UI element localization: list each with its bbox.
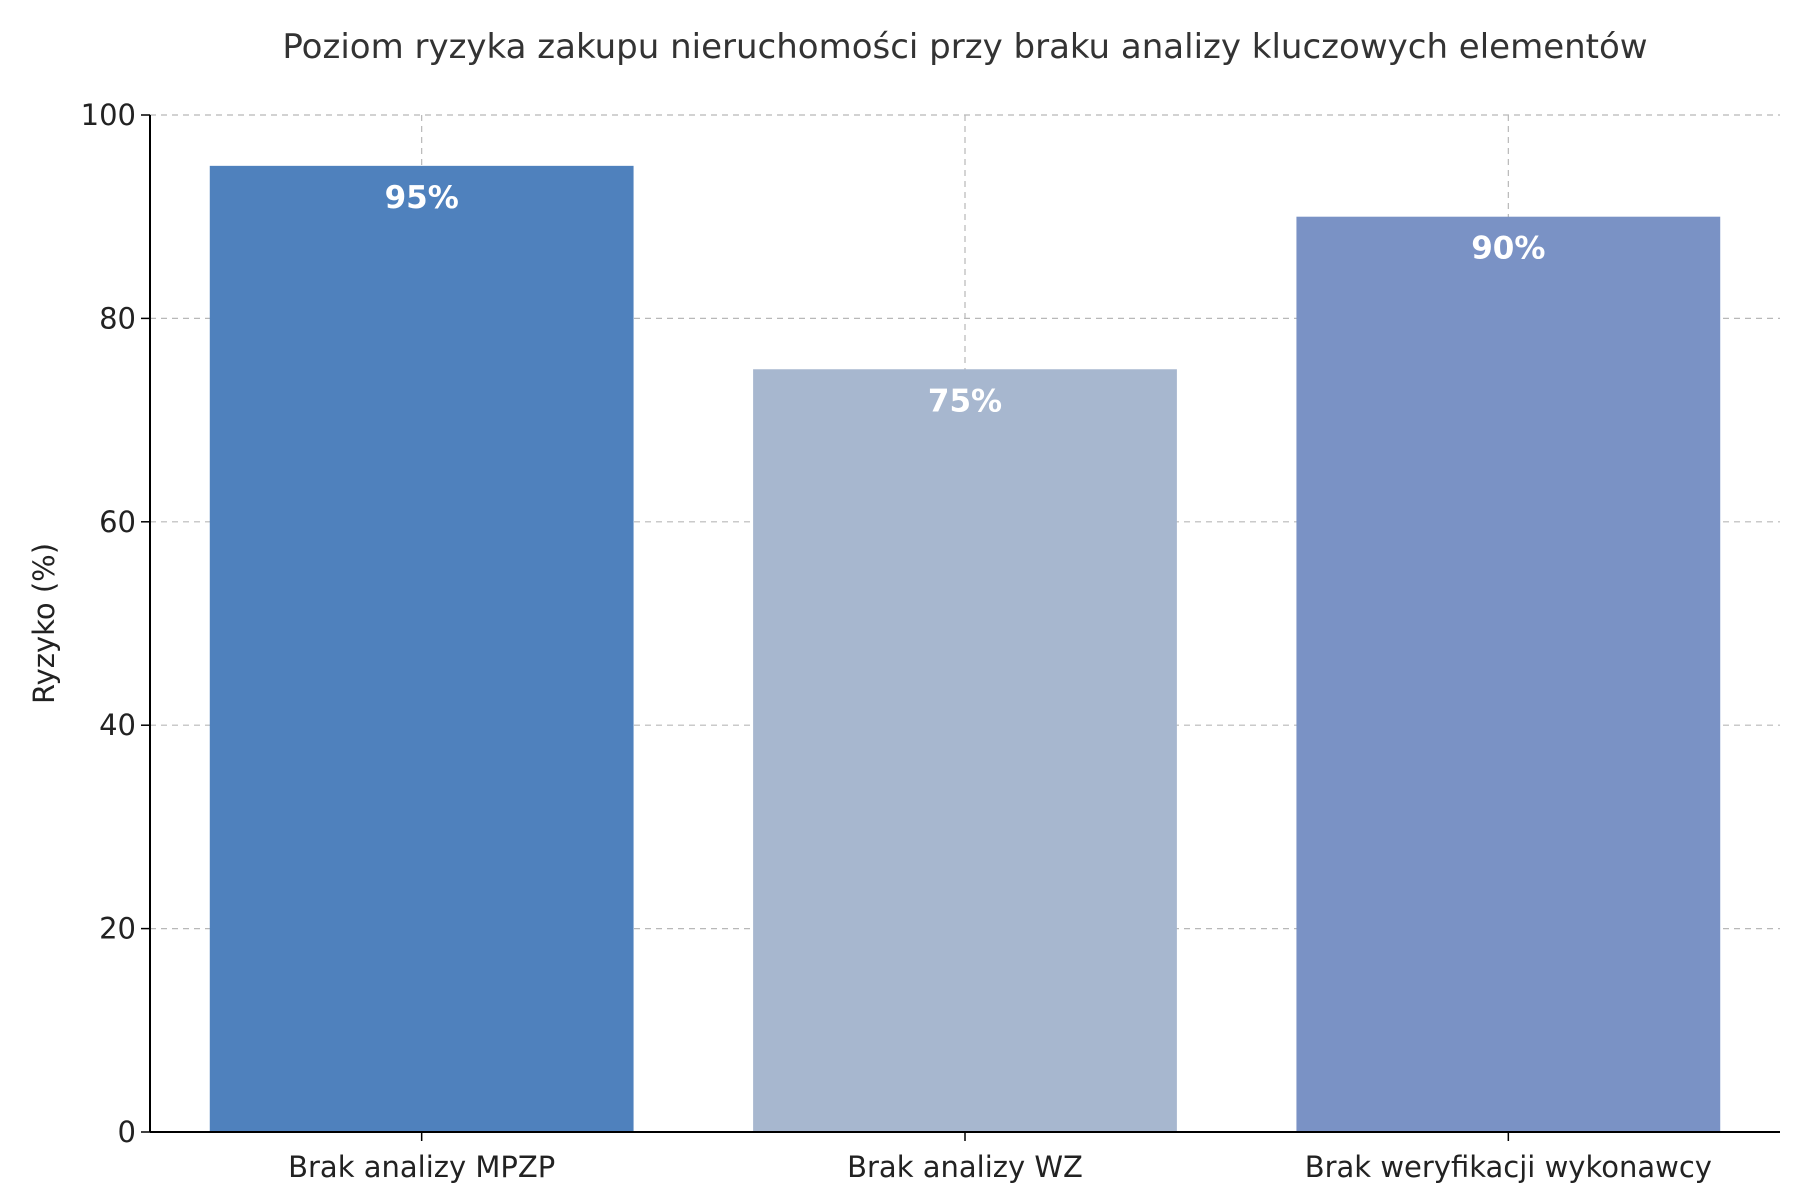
bar-3 bbox=[1296, 216, 1721, 1132]
x-axis-ticks: Brak analizy MPZP Brak analizy WZ Brak wer… bbox=[288, 1132, 1712, 1184]
y-tick-label-100: 100 bbox=[81, 98, 136, 132]
bar-value-label-3: 90% bbox=[1471, 231, 1545, 267]
x-tick-label-2: Brak analizy WZ bbox=[847, 1150, 1083, 1184]
bars-group bbox=[209, 165, 1721, 1133]
bar-2 bbox=[753, 369, 1177, 1132]
y-tick-label-0: 0 bbox=[118, 1115, 136, 1149]
y-axis-ticks: 0 20 40 60 80 100 bbox=[81, 98, 150, 1149]
x-tick-label-3: Brak weryfikacji wykonawcy bbox=[1305, 1150, 1712, 1184]
y-tick-label-60: 60 bbox=[99, 505, 136, 539]
y-axis-label: Ryzyko (%) bbox=[27, 543, 61, 704]
x-tick-label-1: Brak analizy MPZP bbox=[288, 1150, 555, 1184]
bar-labels-group: 95% 75% 90% bbox=[385, 180, 1546, 419]
bar-1 bbox=[209, 165, 634, 1133]
bar-value-label-1: 95% bbox=[385, 180, 459, 216]
y-tick-label-20: 20 bbox=[99, 912, 136, 946]
y-tick-label-40: 40 bbox=[99, 708, 136, 742]
bar-value-label-2: 75% bbox=[928, 383, 1002, 419]
chart-title: Poziom ryzyka zakupu nieruchomości przy … bbox=[282, 27, 1647, 67]
y-tick-label-80: 80 bbox=[99, 301, 136, 335]
